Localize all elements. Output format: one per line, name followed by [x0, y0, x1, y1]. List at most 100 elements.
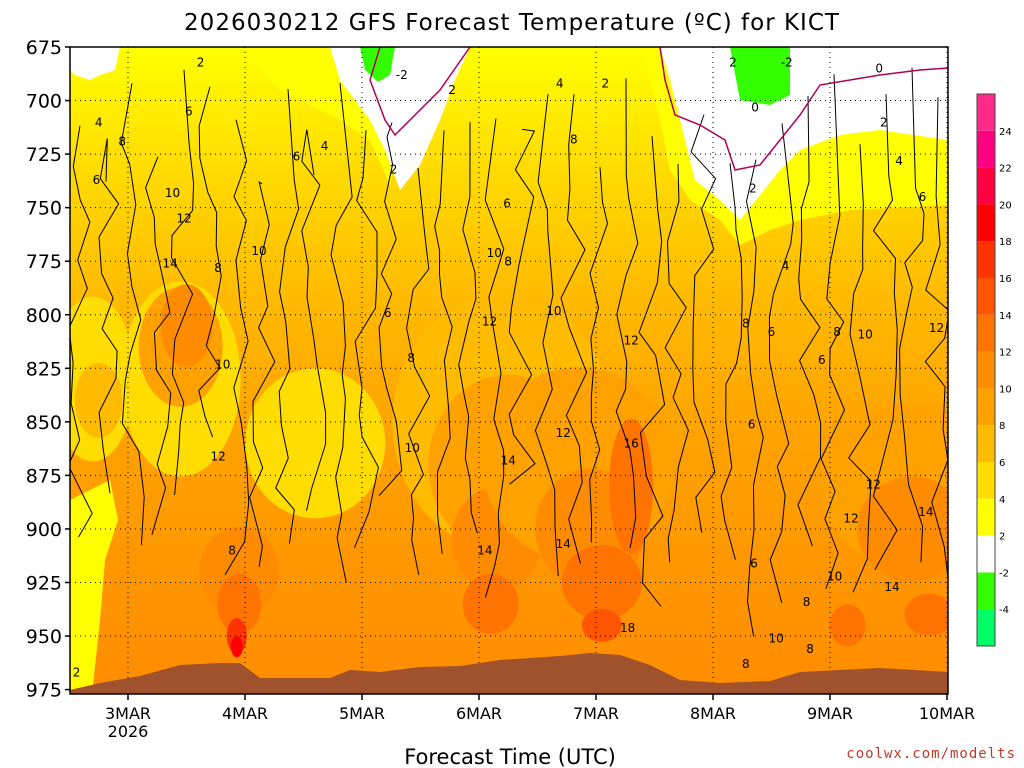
contour-label-6: 12 [177, 212, 192, 226]
x-tick-label-4: 7MAR [573, 704, 619, 723]
contour-label-36: 0 [751, 100, 759, 114]
contour-label-10: 4 [321, 139, 329, 153]
contour-line-29 [820, 74, 846, 589]
contour-line-31 [872, 94, 898, 570]
contour-label-9: 10 [251, 244, 266, 258]
colorbar-swatch-2 [977, 535, 995, 573]
x-tick-label-6: 9MAR [807, 704, 853, 723]
contour-label-20: 4 [556, 77, 564, 91]
temp-band-4 [160, 284, 213, 367]
contour-label-41: 8 [950, 252, 958, 266]
contour-label-21: 2 [602, 77, 610, 91]
y-tick-label-1: 700 [26, 91, 62, 113]
contour-label-30: 14 [477, 544, 492, 558]
colorbar-label-3: 4 [999, 495, 1005, 506]
contour-label-42: 2 [749, 182, 757, 196]
contour-label-17: 12 [210, 449, 225, 463]
x-tick-label-2: 5MAR [339, 704, 385, 723]
contour-label-4: 6 [93, 173, 101, 187]
contour-label-27: 10 [546, 304, 561, 318]
cool-region-sw [70, 480, 118, 694]
colorbar-swatch-7 [977, 351, 995, 389]
contour-label-32: 12 [623, 334, 638, 348]
x-tick-label-3: 6MAR [456, 704, 502, 723]
temp-band-8 [230, 636, 243, 658]
contour-line-24 [690, 114, 717, 533]
colorbar-swatch-13 [977, 130, 995, 168]
colorbar-swatch-3 [977, 498, 995, 536]
y-tick-label-11: 950 [26, 626, 62, 648]
contour-label-0: 2 [197, 55, 205, 69]
contour-label-56: 14 [884, 580, 899, 594]
very-cold-region-2 [730, 47, 790, 105]
colorbar-swatch-10 [977, 241, 995, 278]
contour-label-44: 8 [742, 317, 750, 331]
contour-label-63: -2 [396, 68, 408, 82]
contour-line-33 [924, 97, 948, 583]
contour-line-26 [745, 159, 764, 637]
x-axis-label: Forecast Time (UTC) [404, 745, 616, 768]
y-tick-label-8: 875 [26, 465, 62, 487]
contour-label-49: 10 [950, 372, 965, 386]
contour-label-50: 6 [818, 353, 826, 367]
colorbar-swatch-8 [977, 314, 995, 352]
contour-line-15 [458, 122, 478, 534]
colorbar-label-5: 8 [999, 421, 1005, 432]
colorbar-label-9: 16 [999, 274, 1012, 285]
x-tick-sublabel-0: 2026 [108, 722, 149, 741]
contour-label-59: 10 [769, 631, 784, 645]
contour-label-54: 12 [843, 512, 858, 526]
y-tick-label-6: 825 [26, 358, 62, 380]
y-tick-label-10: 925 [26, 573, 62, 595]
contour-label-60: 8 [806, 642, 814, 656]
contour-label-19: 2 [448, 83, 456, 97]
contour-line-25 [720, 163, 743, 560]
contour-line-1 [98, 138, 120, 494]
contour-label-37: 0 [875, 62, 883, 76]
terrain-fill [70, 653, 948, 694]
contour-line-11 [353, 130, 379, 549]
contour-line-20 [589, 167, 609, 543]
colorbar-label-13: 24 [999, 127, 1012, 138]
colorbar-label-8: 14 [999, 311, 1012, 322]
contour-label-14: 8 [407, 351, 415, 365]
contour-line-2 [120, 83, 145, 546]
chart-title: 2026030212 GFS Forecast Temperature (ºC)… [184, 10, 840, 36]
contour-label-34: 18 [620, 621, 635, 635]
colorbar-label-4: 6 [999, 458, 1005, 469]
temp-band-1 [74, 362, 123, 438]
y-tick-label-0: 675 [26, 37, 62, 59]
temp-band-13 [462, 573, 519, 634]
x-tick-label-1: 4MAR [222, 704, 268, 723]
colorbar-swatch-12 [977, 167, 995, 205]
contour-line-30 [848, 144, 872, 593]
colorbar-swatch-5 [977, 425, 995, 462]
contour-label-45: 6 [768, 325, 776, 339]
contour-label-8: 8 [214, 261, 222, 275]
zero-isotherm-1 [369, 47, 471, 137]
contour-line-12 [378, 122, 403, 496]
contour-label-43: 4 [782, 259, 790, 273]
y-tick-label-9: 900 [26, 519, 62, 541]
colorbar-swatch-11 [977, 204, 995, 242]
cold-region-nw [70, 47, 120, 80]
contour-label-2: 6 [185, 105, 193, 119]
credit-text: coolwx.com/modelts [846, 746, 1016, 762]
colorbar-swatch-4 [977, 462, 995, 499]
x-tick-label-0: 3MAR [105, 704, 151, 723]
contour-line-10 [330, 83, 353, 583]
temp-band-22 [829, 604, 866, 647]
x-tick-label-7: 10MAR [919, 704, 975, 723]
temp-band-20 [856, 476, 948, 582]
contour-line-5 [198, 86, 222, 438]
contour-label-15: 10 [215, 357, 230, 371]
contour-label-33: 16 [623, 437, 638, 451]
contour-line-9 [301, 129, 327, 511]
temp-band-16 [561, 545, 642, 620]
colorbar-swatch-1 [977, 572, 995, 610]
contour-line-0 [70, 125, 93, 538]
y-tick-label-12: 975 [26, 680, 62, 702]
